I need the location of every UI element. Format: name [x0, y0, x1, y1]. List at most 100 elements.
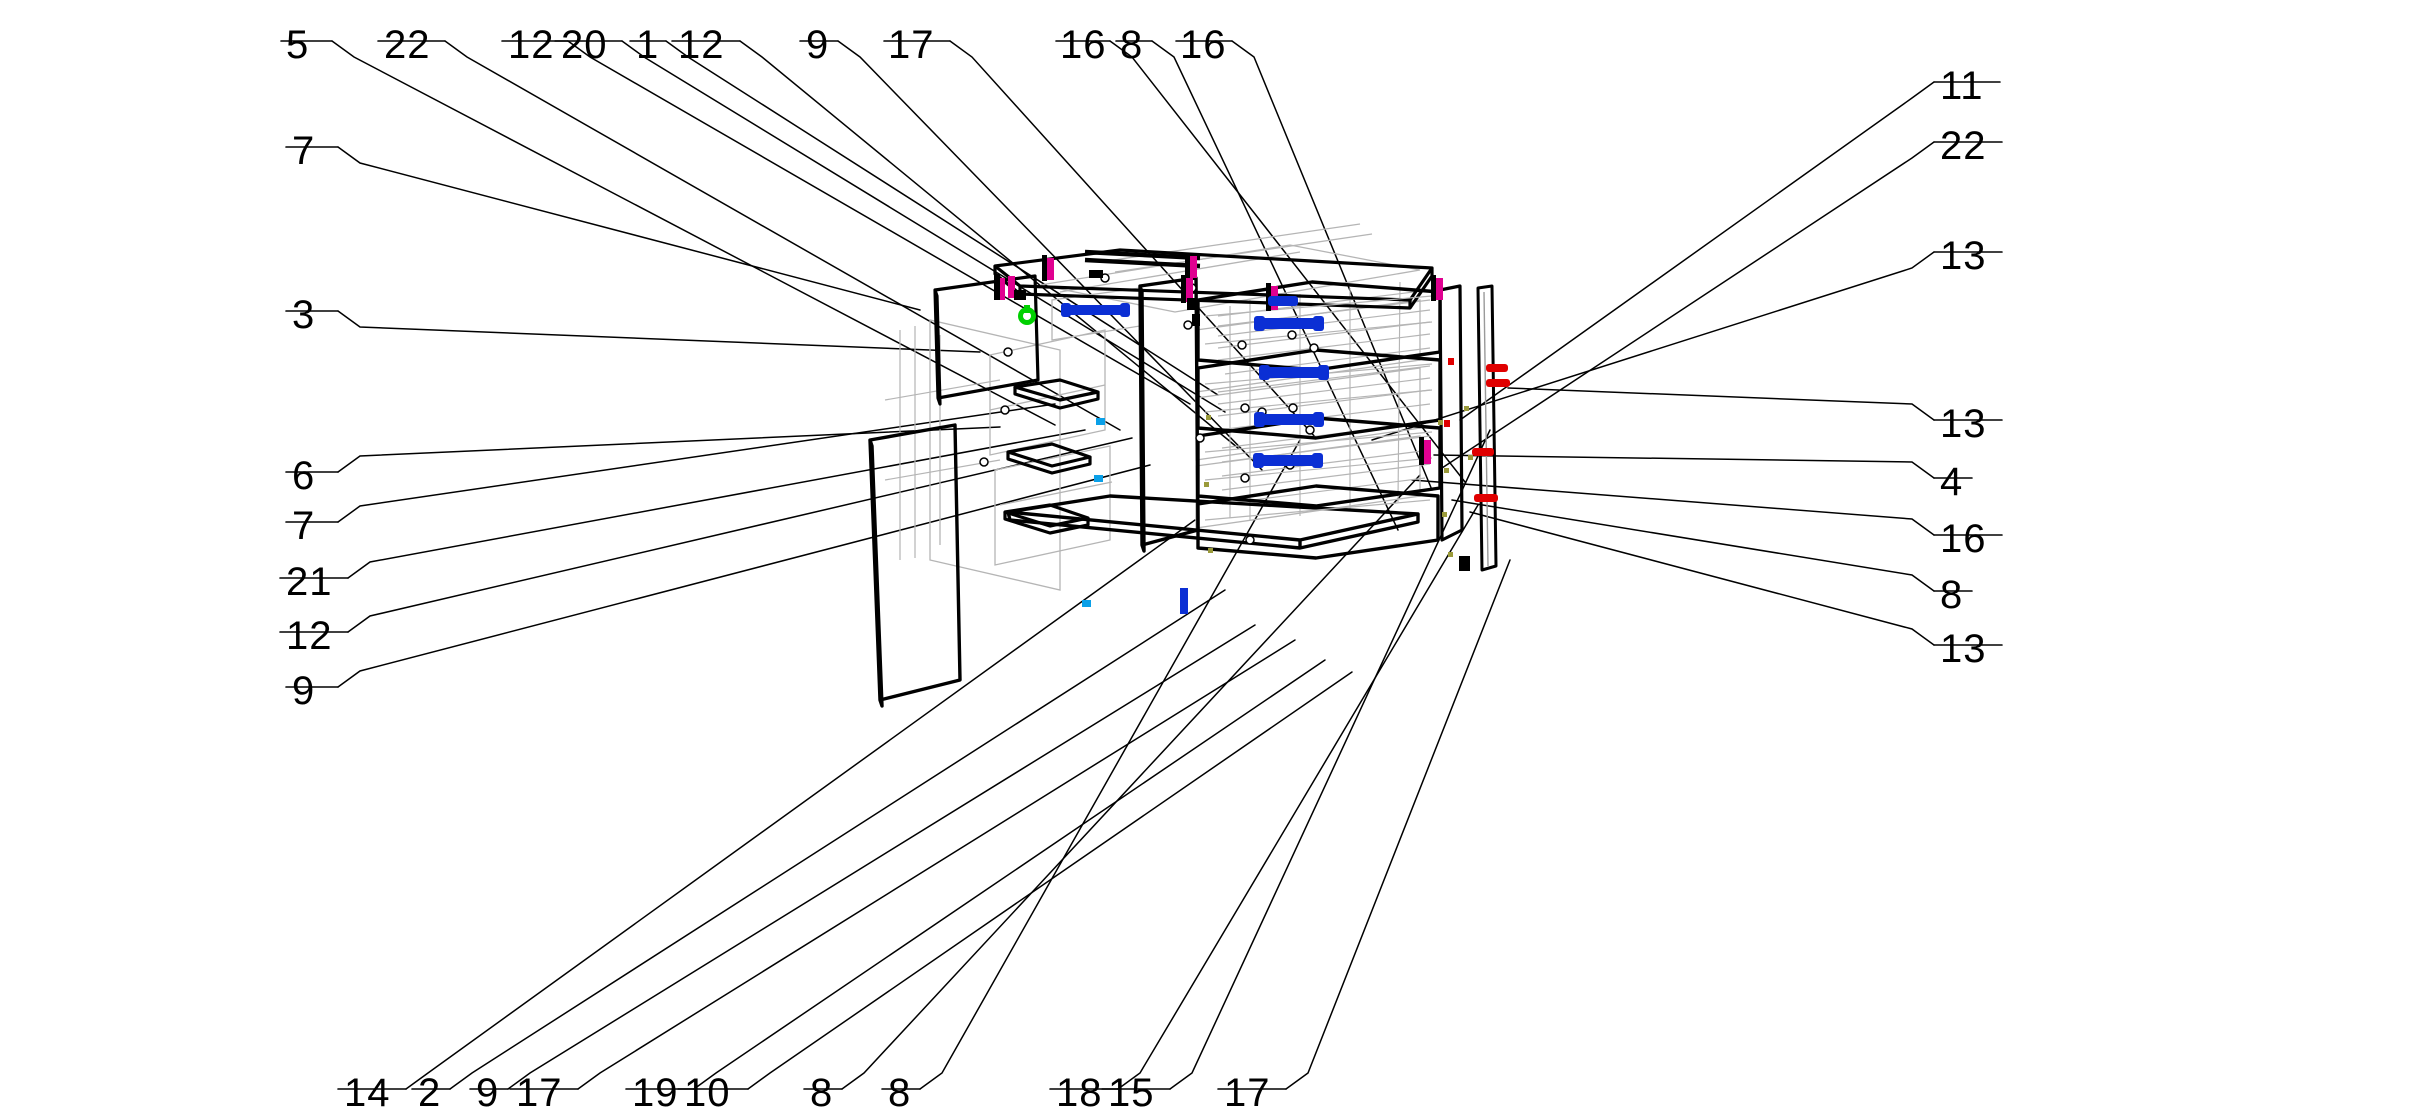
callout-leader-line: [337, 310, 981, 353]
callout-leader-line: [1117, 504, 1479, 1090]
callout-number[interactable]: 8: [888, 1071, 911, 1115]
callout-number[interactable]: 20: [561, 23, 608, 67]
callout-leader-layer: [279, 40, 2003, 1090]
callout-number[interactable]: 13: [1940, 627, 1987, 671]
callout-leader-line: [747, 671, 1353, 1090]
callout-leader-line: [449, 589, 1226, 1090]
callout-leader-line: [577, 639, 1296, 1090]
callout-number[interactable]: 16: [1180, 23, 1227, 67]
callout-leader-line: [1441, 141, 1935, 469]
shelf-middle: [1006, 442, 1092, 475]
right-side-panel: [1438, 284, 1464, 542]
callout-leader-line: [347, 437, 1133, 633]
callout-leader-line: [337, 146, 921, 311]
cabinet-assembly: [868, 223, 1510, 708]
callout-number[interactable]: 8: [1940, 573, 1963, 617]
callout-number[interactable]: 18: [1056, 1071, 1103, 1115]
callout-number[interactable]: 10: [684, 1071, 731, 1115]
screw-green-icon: [1018, 305, 1036, 325]
callout-number[interactable]: 8: [1120, 23, 1143, 67]
callout-leader-line: [347, 429, 1086, 579]
callout-number[interactable]: 12: [678, 23, 725, 67]
callout-leader-line: [665, 40, 1219, 396]
handle-drawer-1: [1254, 316, 1324, 331]
callout-number[interactable]: 8: [810, 1071, 833, 1115]
callout-leader-line: [507, 624, 1256, 1090]
callout-leader-line: [1433, 454, 1935, 479]
callout-leader-line: [1411, 479, 1935, 536]
top-panel-edge-strip: [1084, 249, 1201, 269]
callout-number[interactable]: 13: [1940, 234, 1987, 278]
callout-leader-line: [739, 40, 1239, 449]
callout-leader-line: [1169, 429, 1491, 1090]
callout-number[interactable]: 14: [344, 1071, 391, 1115]
callout-number[interactable]: 3: [292, 293, 315, 337]
callout-leader-line: [337, 464, 1151, 688]
callout-number[interactable]: 9: [292, 669, 315, 713]
tack-markers: [1204, 406, 1473, 557]
callout-number[interactable]: 2: [418, 1071, 441, 1115]
callout-leader-line: [1231, 40, 1433, 491]
callout-leader-line: [1469, 511, 1935, 646]
callout-number[interactable]: 7: [292, 129, 315, 173]
callout-number[interactable]: 4: [1940, 460, 1963, 504]
callout-leader-line: [337, 426, 1001, 473]
callout-number[interactable]: 17: [888, 23, 935, 67]
callout-number[interactable]: 22: [1940, 124, 1987, 168]
callout-leader-line: [1285, 559, 1511, 1090]
callout-leader-line: [1109, 40, 1466, 483]
back-panel-foot: [1459, 556, 1470, 571]
callout-number[interactable]: 22: [384, 23, 431, 67]
callout-number[interactable]: 17: [516, 1071, 563, 1115]
callout-number[interactable]: 17: [1224, 1071, 1271, 1115]
callout-number[interactable]: 6: [292, 454, 315, 498]
callout-leader-line: [1451, 499, 1935, 592]
callout-leader-line: [837, 40, 1263, 471]
callout-leader-line: [919, 439, 1301, 1090]
callout-number[interactable]: 15: [1108, 1071, 1155, 1115]
handle-drawer-4: [1253, 453, 1323, 468]
callout-number[interactable]: 16: [1940, 517, 1987, 561]
callout-leader-line: [444, 40, 1121, 431]
callout-number[interactable]: 9: [476, 1071, 499, 1115]
callout-number[interactable]: 7: [292, 504, 315, 548]
callout-leader-line: [331, 40, 1056, 426]
callout-leader-line: [337, 403, 1056, 523]
callout-number[interactable]: 19: [632, 1071, 679, 1115]
callout-number[interactable]: 12: [508, 23, 555, 67]
callout-number[interactable]: 11: [1940, 64, 1984, 108]
callout-leader-line: [693, 659, 1326, 1090]
callout-leader-line: [949, 40, 1317, 439]
callout-leader-line: [567, 40, 1191, 405]
handle-drawer-2: [1259, 365, 1329, 380]
black-block-markers: [1014, 270, 1200, 326]
callout-number[interactable]: 13: [1940, 402, 1987, 446]
cam-lock-icons: [1444, 358, 1510, 502]
callout-leader-line: [1459, 81, 1935, 421]
callout-number[interactable]: 12: [286, 614, 333, 658]
callout-number[interactable]: 16: [1060, 23, 1107, 67]
callout-number[interactable]: 21: [286, 560, 333, 604]
blue-dowel-vertical: [1180, 588, 1188, 614]
bottom-panel: [1006, 494, 1420, 550]
drawer-front-4: [1196, 484, 1440, 560]
handle-door: [1061, 303, 1130, 317]
back-panel: [1476, 284, 1498, 572]
hole-markers: [979, 273, 1319, 545]
callout-number[interactable]: 1: [636, 23, 659, 67]
dowel-pins: [994, 253, 1443, 465]
cyan-tab-markers: [1082, 418, 1105, 607]
drawer-handles: [1061, 296, 1329, 468]
shelf-upper: [1013, 378, 1100, 410]
center-divider-panel: [1138, 276, 1200, 553]
left-door-panel: [868, 423, 962, 708]
handle-drawer-3: [1254, 412, 1324, 427]
callout-number[interactable]: 9: [806, 23, 829, 67]
callout-leader-line: [405, 519, 1196, 1090]
callout-number[interactable]: 5: [286, 23, 309, 67]
callout-leader-line: [841, 474, 1421, 1090]
callout-leader-line: [1371, 251, 1935, 441]
